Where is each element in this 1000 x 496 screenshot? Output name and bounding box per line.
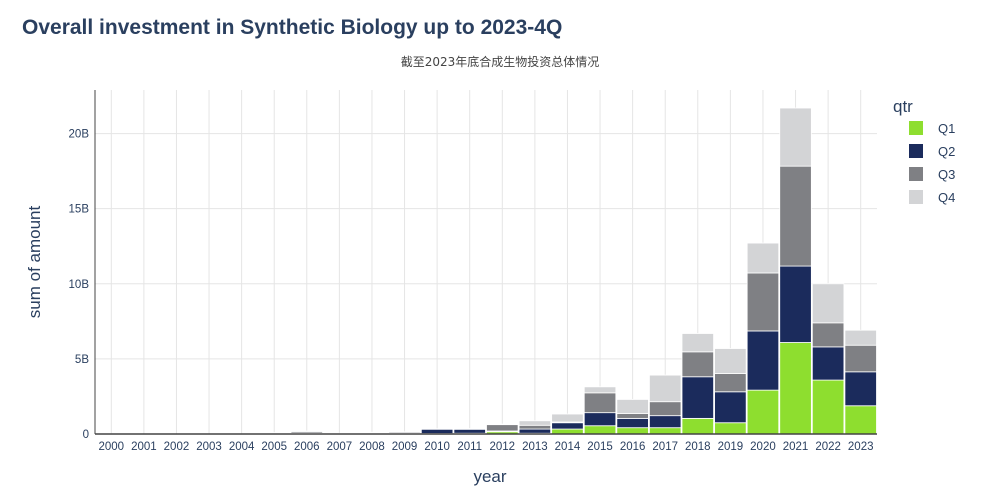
bar-q3-2010 bbox=[420, 428, 454, 430]
bar-q3-2013 bbox=[518, 424, 552, 430]
bar-q4-2021 bbox=[779, 107, 812, 167]
bar-q2-2017 bbox=[649, 415, 682, 429]
bar-q4-2023 bbox=[844, 329, 877, 346]
x-tick-label: 2017 bbox=[652, 441, 678, 453]
x-tick-label: 2020 bbox=[750, 441, 776, 453]
x-tick-label: 2018 bbox=[685, 441, 711, 453]
bar-q2-2023 bbox=[844, 371, 877, 407]
legend-title: qtr bbox=[893, 97, 913, 116]
x-tick-label: 2004 bbox=[229, 441, 255, 453]
y-tick-label: 20B bbox=[69, 129, 90, 141]
bar-q1-2018 bbox=[681, 417, 714, 435]
x-tick-label: 2012 bbox=[489, 441, 515, 453]
legend-label-q1: Q1 bbox=[938, 121, 955, 136]
x-tick-label: 2019 bbox=[718, 441, 744, 453]
bar-q3-2016 bbox=[616, 413, 649, 419]
bar-q4-2011 bbox=[453, 428, 486, 430]
bar-q3-2021 bbox=[779, 165, 812, 267]
bar-q2-2013 bbox=[518, 428, 552, 434]
x-tick-label: 2009 bbox=[392, 441, 418, 453]
x-tick-label: 2001 bbox=[131, 441, 157, 453]
x-axis-label: year bbox=[473, 467, 506, 486]
x-tick-label: 2002 bbox=[164, 441, 190, 453]
bar-q3-2023 bbox=[844, 344, 877, 373]
chart-subtitle: 截至2023年底合成生物投资总体情况 bbox=[400, 55, 600, 69]
x-tick-label: 2005 bbox=[261, 441, 287, 453]
bar-q3-2012 bbox=[486, 423, 519, 432]
bar-q4-2014 bbox=[551, 413, 584, 423]
bar-q2-2018 bbox=[681, 376, 714, 419]
y-axis-label: sum of amount bbox=[25, 206, 44, 319]
x-tick-label: 2006 bbox=[294, 441, 320, 453]
bar-q4-2008 bbox=[355, 431, 389, 434]
bar-q1-2017 bbox=[649, 427, 682, 435]
y-tick-label: 10B bbox=[69, 279, 90, 291]
x-tick-label: 2016 bbox=[620, 441, 646, 453]
bar-q3-2020 bbox=[746, 272, 780, 332]
bar-q1-2023 bbox=[844, 405, 877, 435]
bar-q4-2005 bbox=[258, 432, 291, 434]
legend-swatch-q3 bbox=[909, 167, 923, 181]
x-tick-label: 2023 bbox=[848, 441, 874, 453]
bar-q2-2016 bbox=[616, 417, 649, 429]
x-tick-label: 2010 bbox=[424, 441, 450, 453]
bar-q1-2020 bbox=[746, 389, 780, 435]
legend-label-q3: Q3 bbox=[938, 167, 955, 182]
bar-q2-2015 bbox=[583, 412, 617, 427]
x-tick-label: 2011 bbox=[457, 441, 482, 453]
bar-q3-2018 bbox=[681, 351, 714, 378]
bar-q1-2022 bbox=[811, 379, 845, 435]
bar-q2-2022 bbox=[811, 346, 845, 381]
bar-q2-2020 bbox=[746, 330, 780, 391]
x-tick-label: 2008 bbox=[359, 441, 385, 453]
bar-q4-2016 bbox=[616, 399, 649, 414]
bar-q2-2021 bbox=[779, 265, 812, 343]
bar-q4-2015 bbox=[583, 386, 617, 394]
chart-title: Overall investment in Synthetic Biology … bbox=[22, 16, 563, 39]
x-tick-label: 2000 bbox=[98, 441, 124, 453]
bar-q4-2020 bbox=[746, 242, 780, 274]
bar-q2-2019 bbox=[714, 391, 747, 424]
legend-swatch-q1 bbox=[909, 121, 923, 135]
bar-q4-2022 bbox=[811, 283, 845, 324]
bar-q4-2009 bbox=[388, 431, 421, 434]
x-tick-label: 2022 bbox=[815, 441, 841, 453]
x-tick-label: 2015 bbox=[587, 441, 613, 453]
legend-swatch-q4 bbox=[909, 190, 923, 204]
x-tick-label: 2003 bbox=[196, 441, 222, 453]
bar-q2-2014 bbox=[551, 422, 584, 430]
bar-q3-2022 bbox=[811, 322, 845, 348]
x-tick-label: 2014 bbox=[555, 441, 581, 453]
legend-label-q4: Q4 bbox=[938, 190, 955, 205]
bar-q4-2018 bbox=[681, 333, 714, 353]
legend-label-q2: Q2 bbox=[938, 144, 955, 159]
bar-q4-2013 bbox=[518, 420, 552, 426]
x-tick-label: 2021 bbox=[783, 441, 809, 453]
y-tick-label: 15B bbox=[69, 204, 90, 216]
bar-q1-2016 bbox=[616, 427, 649, 435]
bar-q3-2019 bbox=[714, 373, 747, 393]
x-tick-label: 2013 bbox=[522, 441, 548, 453]
bar-q1-2019 bbox=[714, 422, 747, 435]
bar-q4-2017 bbox=[649, 374, 682, 403]
bar-q3-2017 bbox=[649, 401, 682, 417]
x-tick-label: 2007 bbox=[327, 441, 353, 453]
bar-q1-2015 bbox=[583, 425, 617, 435]
bar-q4-2012 bbox=[486, 423, 519, 426]
y-tick-label: 5B bbox=[75, 354, 89, 366]
bar-q4-2019 bbox=[714, 348, 747, 374]
bar-q1-2021 bbox=[779, 342, 812, 435]
bar-q4-2006 bbox=[290, 430, 323, 433]
legend-swatch-q2 bbox=[909, 144, 923, 158]
y-tick-label: 0 bbox=[83, 429, 89, 441]
bar-q3-2015 bbox=[583, 392, 617, 414]
